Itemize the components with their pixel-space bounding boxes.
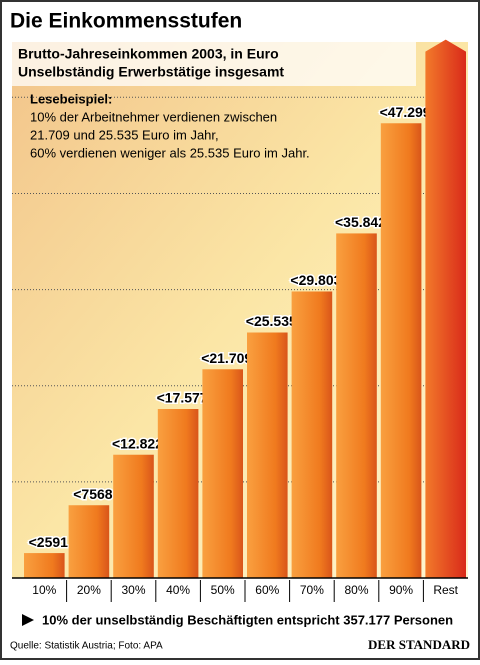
x-tick-label: 80% <box>344 583 368 597</box>
bar <box>425 39 466 579</box>
value-label: <12.822 <box>112 435 163 451</box>
annotation-line: 60% verdienen weniger als 25.535 Euro im… <box>30 145 310 160</box>
source: Quelle: Statistik Austria; Foto: APA <box>10 641 163 652</box>
value-label: <7568 <box>73 486 113 502</box>
bar <box>24 553 65 578</box>
note-marker <box>22 614 34 626</box>
value-label: <17.577 <box>157 390 208 406</box>
annotation-line: 10% der Arbeitnehmer verdienen zwischen <box>30 109 277 124</box>
value-label: <35.842 <box>335 214 386 230</box>
x-tick-label: 60% <box>255 583 279 597</box>
value-label: <21.709 <box>201 350 252 366</box>
bar <box>336 233 377 578</box>
value-label: <25.535 <box>246 313 297 329</box>
subtitle: Brutto-Jahreseinkommen 2003, in Euro <box>18 46 279 62</box>
x-tick-label: Rest <box>433 583 458 597</box>
category-strip <box>12 578 468 604</box>
chart-title: Die Einkommensstufen <box>10 10 242 33</box>
bar <box>202 369 243 578</box>
bar <box>380 123 422 579</box>
subtitle: Unselbständig Erwerbstätige insgesamt <box>18 64 284 80</box>
bar <box>291 291 333 578</box>
bar <box>157 409 199 578</box>
x-tick-label: 30% <box>121 583 145 597</box>
x-tick-label: 20% <box>77 583 101 597</box>
publisher: DER STANDARD <box>368 637 470 652</box>
x-tick-label: 40% <box>166 583 190 597</box>
bar <box>247 332 288 578</box>
x-tick-label: 50% <box>211 583 235 597</box>
subtitle-box <box>12 42 416 86</box>
annotation-line: 21.709 und 25.535 Euro im Jahr, <box>30 127 219 142</box>
value-label: <47.299 <box>380 104 431 120</box>
x-tick-label: 10% <box>32 583 56 597</box>
x-tick-label: 70% <box>300 583 324 597</box>
bar <box>68 505 110 578</box>
x-tick-label: 90% <box>389 583 413 597</box>
value-label: <29.803 <box>290 272 341 288</box>
annotation-heading: Lesebeispiel: <box>30 91 112 106</box>
value-label: <2591 <box>29 534 69 550</box>
bar <box>113 454 154 578</box>
note: 10% der unselbständig Beschäftigten ents… <box>42 612 453 627</box>
